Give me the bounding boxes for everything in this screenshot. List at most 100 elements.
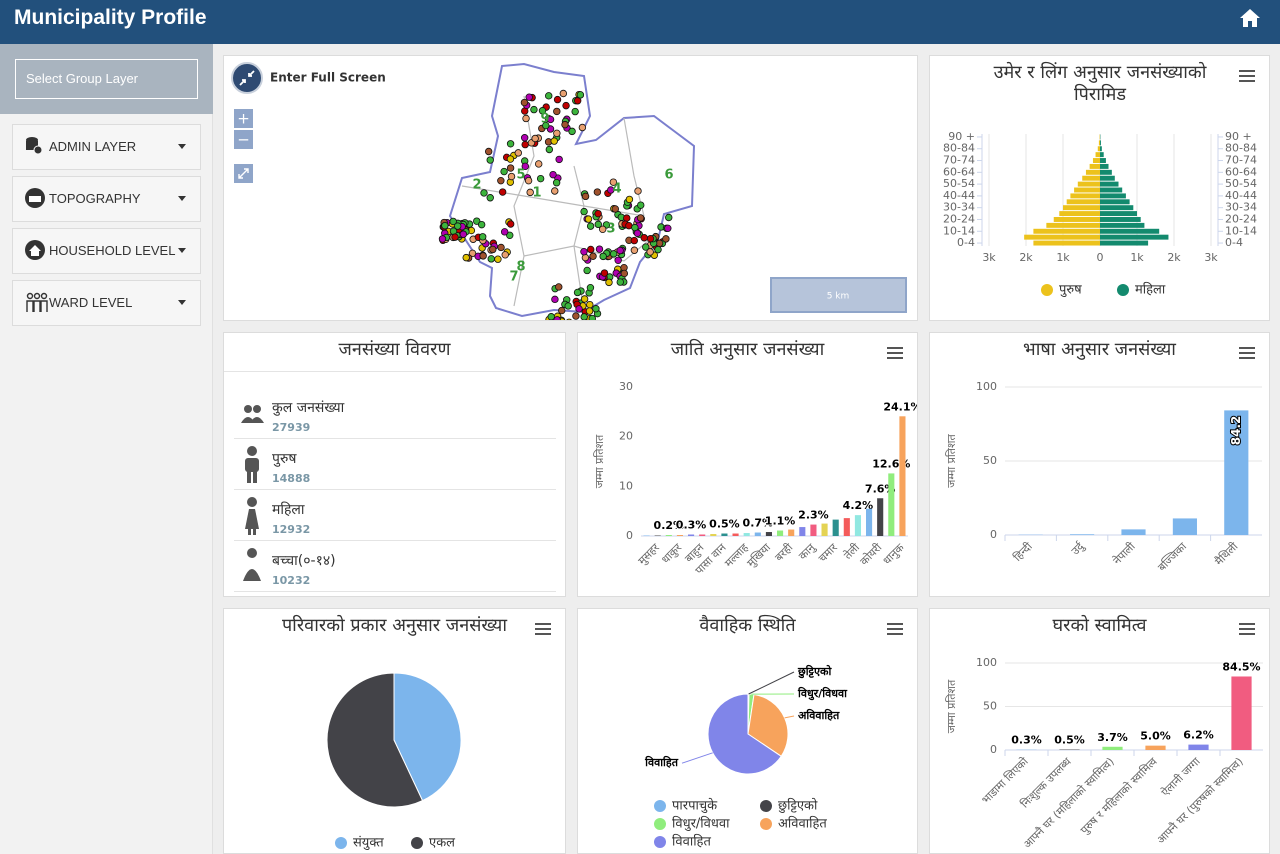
- household-point: [600, 269, 609, 277]
- x-tick-label: 0: [1097, 251, 1104, 264]
- bar: [877, 498, 884, 536]
- household-point: [571, 107, 579, 116]
- icon: [26, 137, 43, 155]
- household-point: [484, 147, 493, 156]
- chart: छुट्टिएको विधुर/विधवा अविवाहित विवाहित पारपा…: [643, 663, 849, 849]
- household-point: [609, 250, 618, 258]
- home-button[interactable]: [1239, 8, 1261, 28]
- y-tick-label: 90 +: [948, 130, 975, 143]
- household-point: [553, 107, 561, 116]
- household-point: [625, 195, 634, 204]
- bar: [1074, 187, 1100, 193]
- ward-label: 1: [532, 186, 541, 201]
- bar: [1100, 140, 1101, 146]
- bar: [888, 473, 895, 536]
- household-point: [486, 194, 494, 202]
- data-label: 84.5%: [1222, 660, 1260, 673]
- chart-menu[interactable]: [1239, 70, 1255, 82]
- household-point: [486, 156, 494, 164]
- chart-menu[interactable]: [887, 347, 903, 359]
- x-tick-label: धानुक: [880, 541, 907, 568]
- legend-swatch: [1041, 284, 1053, 296]
- household-point: [586, 300, 594, 309]
- y-axis-title: जम्मा प्रतिशत: [593, 434, 606, 488]
- x-tick-label: 1k: [1130, 251, 1144, 264]
- zoom-out-button[interactable]: [234, 130, 253, 149]
- household-point: [568, 127, 576, 136]
- household-point: [558, 306, 566, 315]
- household-point: [438, 235, 447, 243]
- data-label: 5.0%: [1140, 730, 1171, 743]
- data-label: विवाहित: [644, 755, 679, 769]
- household-point: [525, 93, 533, 101]
- household-point: [506, 155, 515, 163]
- household-point: [535, 160, 543, 168]
- menu-item[interactable]: WARD LEVEL: [12, 280, 201, 326]
- y-tick-label: 70-74: [943, 154, 975, 167]
- scale-bar: [770, 277, 907, 313]
- bar: [854, 515, 861, 536]
- household-point: [630, 246, 639, 254]
- household-point: [566, 318, 572, 320]
- household-point: [614, 256, 622, 264]
- bar: [1100, 216, 1141, 222]
- household-points: [438, 89, 673, 320]
- bar: [1100, 199, 1130, 205]
- chart-panel: संयुक्त एकल परिवारको प्रकार अनुसार जनसंख्…: [223, 608, 566, 854]
- chart-menu[interactable]: [1239, 347, 1255, 359]
- bar: [743, 533, 750, 536]
- household-point: [500, 167, 508, 176]
- household-point: [521, 140, 529, 149]
- household-point: [646, 248, 654, 256]
- sidebar-top: Select Group Layer: [0, 44, 213, 114]
- fullscreen-button[interactable]: [231, 62, 263, 94]
- household-point: [561, 120, 569, 129]
- chart-menu[interactable]: [1239, 623, 1255, 635]
- household-point: [562, 101, 570, 110]
- y-tick-label: 50-54: [1225, 177, 1257, 190]
- y-tick-label: 30: [619, 380, 633, 393]
- legend-swatch: [335, 837, 347, 849]
- legend-label: पारपाचुके: [672, 798, 718, 814]
- summary-label: पुरुष: [272, 451, 297, 467]
- chart-menu[interactable]: [887, 623, 903, 635]
- x-tick-label: 2k: [1019, 251, 1033, 264]
- household-point: [575, 305, 583, 313]
- bar: [699, 534, 706, 536]
- menu-item[interactable]: TOPOGRAPHY: [12, 176, 201, 222]
- x-tick-label: कोयरी: [858, 541, 885, 568]
- bar: [899, 416, 906, 536]
- household-point: [477, 220, 486, 229]
- y-tick-label: 100: [976, 656, 997, 669]
- bar: [821, 523, 828, 536]
- data-label: 0.3%: [1011, 734, 1042, 747]
- bar: [1100, 193, 1126, 199]
- y-axis-title: जम्मा प्रतिशत: [945, 434, 958, 488]
- zoom-in-button[interactable]: [234, 109, 253, 128]
- ward-label: 3: [606, 222, 615, 237]
- group-layer-select[interactable]: Select Group Layer: [15, 59, 198, 99]
- chart-menu[interactable]: [535, 623, 551, 635]
- x-tick-label: चमार: [816, 541, 840, 565]
- household-point: [487, 255, 495, 263]
- municipality-boundary: [448, 62, 696, 318]
- icon: [25, 240, 45, 260]
- label-connector: [681, 752, 713, 764]
- menu-item[interactable]: HOUSEHOLD LEVEL: [12, 228, 201, 274]
- y-tick-label: 0-4: [957, 236, 975, 249]
- household-point: [595, 245, 604, 253]
- summary-label: बच्चा(०-१४): [272, 553, 336, 569]
- icon: [25, 188, 45, 208]
- household-point: [506, 140, 515, 148]
- chart-title: वैवाहिक स्थिति: [699, 615, 796, 636]
- menu-item[interactable]: ADMIN LAYER: [12, 124, 201, 170]
- bar: [1121, 529, 1146, 535]
- bar: [799, 527, 806, 536]
- legend-swatch: [654, 800, 666, 812]
- pie-slice: [326, 672, 424, 808]
- x-tick-label: मुसहर: [636, 541, 663, 568]
- x-tick-label: बरही: [772, 541, 795, 564]
- household-point: [662, 235, 670, 243]
